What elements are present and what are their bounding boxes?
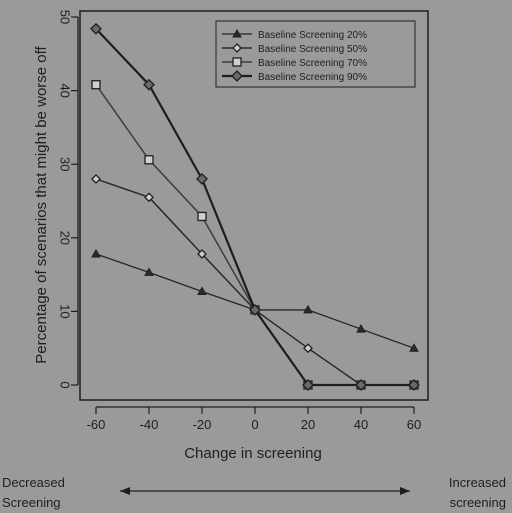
data-point	[197, 249, 207, 259]
data-point	[303, 343, 313, 354]
series-2	[91, 174, 419, 390]
x-tick-label: -60	[87, 417, 106, 432]
series-layer	[90, 22, 420, 391]
legend-marker	[232, 28, 242, 38]
series-line	[95, 253, 415, 349]
y-tick-label: 0	[58, 381, 73, 388]
data-point	[196, 173, 208, 185]
y-axis-title: Percentage of scenarios that might be wo…	[33, 45, 50, 363]
data-point	[197, 286, 207, 296]
data-point	[409, 343, 419, 352]
data-point	[249, 304, 261, 316]
data-point	[143, 78, 155, 91]
legend-label: Baseline Screening 20%	[258, 30, 367, 41]
series-4	[90, 22, 420, 391]
legend-label: Baseline Screening 90%	[258, 72, 367, 83]
data-point	[303, 304, 313, 314]
x-tick-label: 40	[354, 417, 368, 432]
data-point	[408, 379, 420, 391]
data-point	[144, 155, 154, 165]
legend-entry: Baseline Screening 50%	[222, 43, 367, 55]
legend-entry: Baseline Screening 20%	[222, 28, 367, 41]
series-3	[91, 80, 419, 390]
increased-screening-label: Increased screening	[448, 475, 506, 510]
data-point	[302, 379, 314, 391]
x-tick-label: -20	[193, 417, 212, 432]
x-tick-label: 20	[301, 417, 315, 432]
data-point	[144, 267, 154, 276]
legend-label: Baseline Screening 70%	[258, 58, 367, 69]
y-tick-label: 30	[58, 157, 73, 171]
data-point	[355, 379, 367, 391]
x-tick-label: -40	[140, 417, 159, 432]
legend: Baseline Screening 20% Baseline Screening…	[215, 20, 416, 88]
decreased-screening-label: Decreased Screening	[2, 475, 65, 510]
y-tick-label: 50	[58, 10, 73, 24]
legend-marker	[231, 70, 243, 82]
axes: -60 -40 -20 0 20 40 60 0 10 20 30 40 50	[58, 10, 422, 432]
y-tick-label: 10	[58, 304, 73, 318]
data-point	[91, 174, 101, 184]
direction-arrow	[120, 487, 410, 495]
data-point	[90, 22, 102, 35]
series-line	[95, 178, 414, 386]
legend-entry: Baseline Screening 70%	[222, 57, 367, 69]
data-point	[144, 192, 154, 203]
plot-frame	[79, 10, 429, 401]
legend-box	[215, 20, 416, 88]
series-line	[95, 84, 414, 386]
legend-label: Baseline Screening 50%	[258, 44, 367, 55]
legend-marker	[232, 43, 242, 53]
y-tick-label: 40	[58, 83, 73, 97]
legend-entry: Baseline Screening 90%	[222, 70, 367, 83]
y-tick-label: 20	[58, 231, 73, 245]
data-point	[91, 80, 101, 90]
x-tick-label: 0	[251, 417, 258, 432]
data-point	[356, 324, 366, 333]
series-1	[91, 248, 419, 352]
legend-marker	[232, 57, 242, 67]
data-point	[91, 248, 101, 258]
x-axis-title: Change in screening	[184, 445, 322, 462]
x-tick-label: 60	[407, 417, 421, 432]
data-point	[197, 211, 207, 222]
